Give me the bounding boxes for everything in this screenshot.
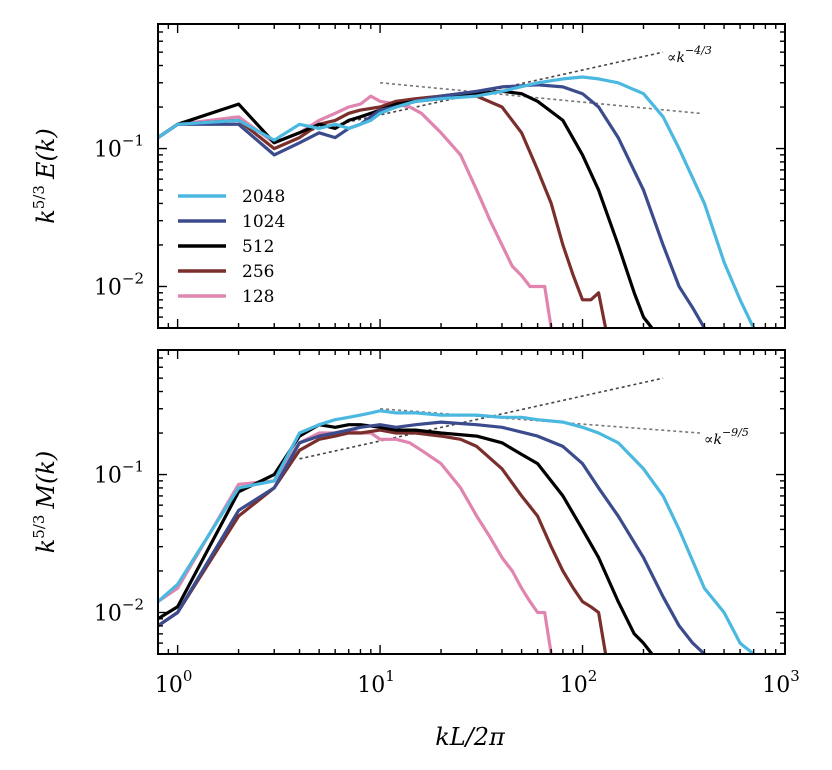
reference-line-2	[299, 377, 664, 460]
series-line-1024	[158, 420, 706, 654]
series-line-512	[158, 89, 654, 328]
panel-top: 10−2 10−1 ∝k−4/3	[94, 23, 786, 329]
series-line-2048	[158, 409, 755, 654]
series-line-256	[158, 428, 608, 654]
legend: 2048 1024 512 256 128	[178, 187, 285, 307]
legend-label-1024: 1024	[242, 212, 285, 232]
panel-bottom: 10−2 10−1 100 101 102 103 ∝k−9/5	[94, 349, 800, 698]
x-axis-label: kL/2π	[435, 723, 506, 751]
series-line-128	[158, 94, 553, 328]
legend-label-256: 256	[242, 262, 274, 282]
x-tick-label: 100	[155, 667, 193, 698]
series-line-128	[158, 428, 553, 654]
slope-annotation: ∝k−9/5	[704, 426, 749, 448]
y-axis-label-magnetic: k5/3M(k)	[30, 451, 60, 554]
legend-label-2048: 2048	[242, 187, 285, 207]
y-tick-label: 10−1	[94, 458, 144, 489]
axis-labels: k5/3E(k) k5/3M(k) kL/2π	[30, 128, 506, 751]
series-line-2048	[158, 75, 756, 328]
series-line-256	[158, 92, 608, 328]
y-tick-label: 10−1	[94, 132, 144, 163]
x-tick-label: 101	[357, 667, 395, 698]
y-tick-label: 10−2	[94, 269, 144, 300]
slope-annotation: ∝k−4/3	[667, 44, 712, 66]
legend-label-512: 512	[242, 237, 274, 257]
x-tick-label: 103	[762, 667, 800, 698]
legend-label-128: 128	[242, 287, 274, 307]
x-tick-label: 102	[560, 667, 598, 698]
axes-frame	[157, 23, 786, 329]
axes-frame	[157, 349, 786, 655]
y-axis-label-energy: k5/3E(k)	[30, 128, 60, 223]
y-tick-label: 10−2	[94, 595, 144, 626]
